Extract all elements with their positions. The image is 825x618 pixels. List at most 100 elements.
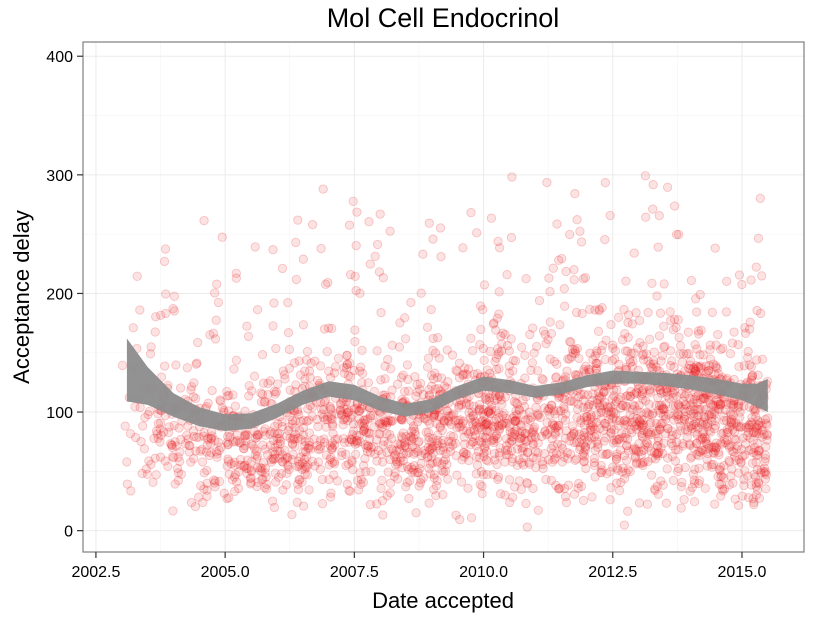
scatter-point: [555, 320, 565, 330]
scatter-point: [459, 439, 470, 449]
scatter-point: [602, 469, 612, 479]
scatter-point: [690, 340, 700, 350]
scatter-point: [600, 418, 610, 429]
scatter-point: [419, 413, 429, 423]
scatter-point: [344, 437, 354, 447]
scatter-point: [388, 446, 398, 456]
scatter-point: [510, 416, 520, 426]
scatter-point: [749, 427, 759, 437]
scatter-point: [347, 430, 358, 440]
scatter-point: [313, 421, 323, 432]
scatter-point: [424, 385, 434, 395]
scatter-point: [246, 465, 257, 475]
scatter-point: [719, 461, 729, 471]
scatter-point: [479, 443, 490, 453]
scatter-point: [194, 492, 204, 502]
scatter-point: [505, 426, 515, 437]
scatter-point: [696, 363, 706, 373]
scatter-point: [214, 445, 224, 456]
scatter-point: [557, 443, 568, 454]
scatter-point: [407, 441, 417, 452]
scatter-point: [296, 452, 306, 462]
scatter-point: [296, 416, 306, 426]
scatter-point: [621, 468, 631, 478]
scatter-point: [338, 420, 348, 430]
scatter-point: [707, 462, 717, 472]
scatter-point: [721, 307, 732, 317]
scatter-point: [330, 362, 341, 372]
scatter-point: [668, 441, 678, 451]
scatter-point: [537, 457, 548, 467]
scatter-point: [543, 406, 553, 416]
scatter-point: [195, 446, 205, 456]
scatter-point: [693, 478, 704, 489]
scatter-point: [620, 432, 630, 443]
scatter-point: [608, 462, 618, 472]
scatter-point: [509, 411, 519, 422]
scatter-point: [622, 434, 633, 444]
scatter-point: [387, 385, 397, 395]
scatter-point: [216, 442, 226, 452]
scatter-point: [391, 457, 402, 467]
scatter-point: [547, 400, 557, 410]
scatter-point: [605, 495, 615, 505]
scatter-point: [570, 189, 580, 199]
scatter-point: [631, 459, 641, 469]
scatter-point: [651, 362, 661, 372]
scatter-point: [538, 459, 548, 470]
scatter-point: [571, 307, 582, 318]
scatter-point: [729, 434, 740, 444]
scatter-point: [637, 386, 647, 396]
scatter-point: [623, 317, 633, 328]
scatter-point: [263, 378, 273, 389]
scatter-point: [438, 442, 449, 452]
scatter-point: [628, 445, 638, 455]
scatter-point: [673, 315, 683, 325]
scatter-point: [472, 421, 482, 431]
scatter-point: [429, 470, 440, 480]
scatter-point: [571, 437, 582, 448]
scatter-point: [714, 450, 724, 460]
scatter-point: [520, 415, 531, 425]
scatter-point: [290, 423, 300, 433]
scatter-point: [150, 327, 160, 337]
scatter-point: [203, 434, 213, 445]
scatter-point: [493, 344, 503, 354]
scatter-point: [725, 422, 735, 432]
scatter-point: [171, 441, 181, 451]
scatter-point: [630, 417, 640, 427]
scatter-point: [492, 459, 502, 470]
scatter-point: [643, 356, 653, 366]
scatter-point: [252, 432, 262, 442]
scatter-point: [625, 354, 635, 364]
scatter-point: [355, 288, 365, 298]
scatter-point: [585, 423, 595, 433]
scatter-point: [685, 356, 696, 366]
scatter-point: [357, 368, 368, 379]
scatter-point: [718, 412, 729, 422]
scatter-point: [230, 401, 241, 411]
scatter-point: [616, 392, 626, 402]
scatter-point: [596, 392, 607, 402]
scatter-point: [223, 456, 234, 466]
scatter-point: [726, 409, 736, 420]
scatter-point: [232, 435, 242, 446]
scatter-point: [656, 356, 666, 366]
scatter-point: [249, 371, 260, 381]
scatter-point: [231, 268, 241, 278]
scatter-point: [650, 484, 660, 494]
scatter-point: [398, 370, 408, 380]
scatter-point: [365, 499, 376, 510]
x-axis-label: Date accepted: [372, 588, 514, 613]
scatter-point: [581, 361, 591, 371]
scatter-point: [321, 422, 331, 432]
scatter-point: [510, 429, 520, 440]
scatter-point: [205, 330, 215, 340]
scatter-point: [715, 399, 726, 409]
scatter-point: [726, 419, 737, 429]
scatter-point: [653, 436, 663, 446]
scatter-point: [439, 456, 449, 466]
scatter-point: [494, 425, 504, 435]
scatter-point: [241, 463, 252, 474]
scatter-point: [128, 323, 138, 333]
